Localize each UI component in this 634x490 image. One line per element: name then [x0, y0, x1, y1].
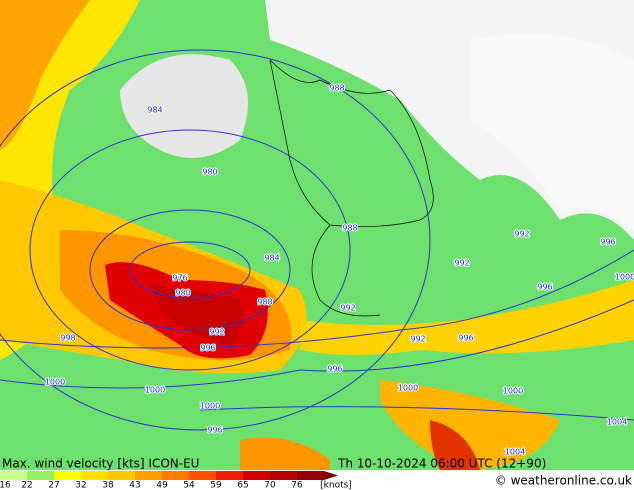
legend-label: 59 — [210, 481, 222, 490]
legend-swatch — [243, 471, 270, 480]
borders — [269, 59, 434, 317]
isobar-label: 996 — [458, 334, 473, 343]
legend-label: 32 — [75, 481, 86, 490]
isobar-label: 984 — [264, 254, 279, 263]
isobar-label: 1000 — [503, 387, 523, 396]
legend-swatch — [297, 471, 324, 480]
isobar-label: 998 — [60, 334, 75, 343]
isobar-label: 1000 — [200, 402, 220, 411]
legend-swatch — [162, 471, 189, 480]
legend-arrow — [324, 471, 338, 480]
isobar-label: 992 — [340, 304, 355, 313]
isobar-label: 1000 — [398, 384, 418, 393]
legend-label: 65 — [237, 481, 248, 490]
isobars — [0, 49, 634, 431]
isobar-label: 996 — [327, 365, 342, 374]
legend: 16 22 27 32 38 43 49 54 59 65 70 76 [knots] — [0, 471, 352, 490]
legend-swatch — [189, 471, 216, 480]
map-title: Max. wind velocity [kts] ICON-EU — [2, 457, 199, 471]
isobar-label: 988 — [329, 84, 344, 93]
isobar-label: 1000 — [615, 273, 634, 282]
isobar-label: 1000 — [145, 386, 165, 395]
isobar-label: 992 — [410, 335, 425, 344]
isobar-label: 996 — [537, 283, 552, 292]
isobar-label: 992 — [454, 259, 469, 268]
legend-label: 16 — [0, 481, 11, 490]
credit: © weatheronline.co.uk — [495, 474, 632, 488]
legend-label: 27 — [48, 481, 59, 490]
legend-swatch — [0, 471, 27, 480]
isobar-label: 992 — [209, 328, 224, 337]
legend-label: 22 — [21, 481, 32, 490]
isobar-label: 980 — [175, 289, 190, 298]
legend-label: 54 — [183, 481, 195, 490]
isobar-label: 1004 — [607, 418, 627, 427]
legend-label: 43 — [129, 481, 140, 490]
isobar-label: 996 — [600, 238, 615, 247]
legend-swatch — [216, 471, 243, 480]
legend-swatch — [135, 471, 162, 480]
legend-unit: [knots] — [320, 481, 352, 490]
isobar-label: 996 — [207, 426, 222, 435]
isobar-label: 1004 — [505, 448, 525, 457]
isobar-label: 984 — [147, 106, 162, 115]
legend-swatch — [54, 471, 81, 480]
legend-swatch — [108, 471, 135, 480]
isobar-label: 1000 — [45, 378, 65, 387]
legend-label: 49 — [156, 481, 168, 490]
isobar-label: 992 — [514, 230, 529, 239]
isobar-label: 988 — [257, 298, 272, 307]
map-datetime: Th 10-10-2024 06:00 UTC (12+90) — [337, 457, 546, 471]
legend-swatch — [27, 471, 54, 480]
isobar-label: 980 — [202, 168, 217, 177]
isobar-label: 976 — [172, 274, 187, 283]
legend-label: 70 — [264, 481, 276, 490]
isobar-label: 988 — [342, 224, 357, 233]
isobar-labels: 984 980 976 980 984 988 988 988 992 996 998 992 992 9… — [44, 83, 634, 458]
map-background — [0, 0, 634, 470]
legend-label: 38 — [102, 481, 114, 490]
legend-label: 76 — [291, 481, 303, 490]
isobar-label: 996 — [200, 344, 215, 353]
legend-swatch — [81, 471, 108, 480]
legend-swatch — [270, 471, 297, 480]
